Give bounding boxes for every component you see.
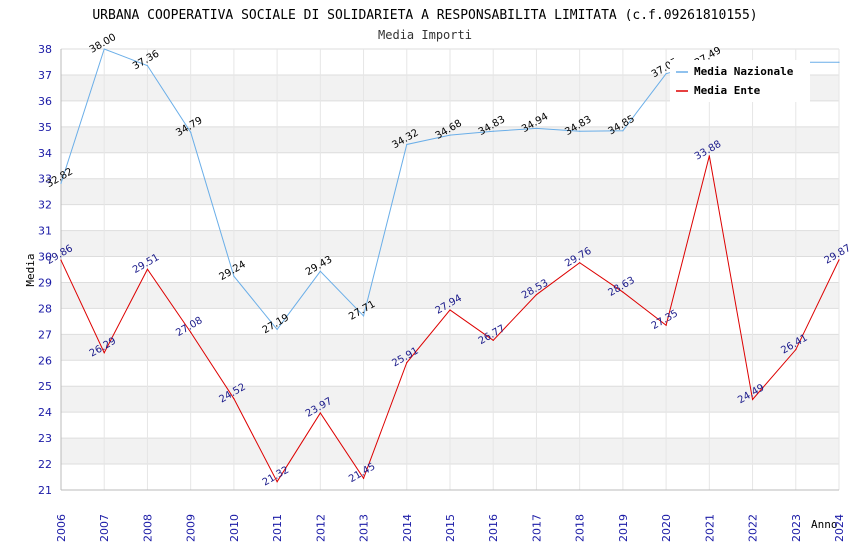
y-tick-label: 32 [38, 199, 52, 212]
x-tick-label: 2019 [617, 514, 630, 542]
x-tick-label: 2013 [358, 514, 371, 542]
data-label: 27.19 [261, 312, 291, 336]
x-tick-label: 2017 [530, 514, 543, 542]
y-tick-label: 26 [38, 354, 52, 367]
y-tick-label: 21 [38, 484, 52, 497]
x-tick-label: 2006 [55, 514, 68, 542]
x-tick-label: 2021 [703, 514, 716, 542]
data-point [60, 182, 62, 184]
legend: Media Nazionale Media Ente [670, 60, 810, 102]
data-label: 29.86 [45, 243, 75, 267]
x-axis-label: Anno [811, 518, 838, 531]
data-label: 21.32 [261, 465, 291, 489]
legend-box [670, 60, 810, 102]
y-tick-label: 25 [38, 380, 52, 393]
data-point [535, 127, 538, 129]
data-label: 27.35 [650, 308, 680, 332]
x-tick-label: 2012 [314, 514, 327, 542]
x-tick-label: 2015 [444, 514, 457, 542]
data-point [535, 294, 538, 296]
x-tick-label: 2020 [660, 514, 673, 542]
data-point [146, 268, 149, 270]
data-point [838, 61, 840, 63]
data-point [146, 65, 149, 67]
y-tick-label: 23 [38, 432, 52, 445]
x-tick-label: 2023 [790, 514, 803, 542]
y-tick-label: 27 [38, 328, 52, 341]
data-point [665, 324, 667, 326]
data-point [276, 328, 278, 331]
y-tick-label: 29 [38, 276, 52, 289]
x-tick-label: 2018 [574, 514, 587, 542]
data-point [579, 262, 581, 264]
x-tick-label: 2008 [141, 514, 154, 542]
data-label: 37.36 [131, 49, 161, 73]
y-tick-label: 30 [38, 251, 52, 264]
data-point [622, 291, 624, 293]
y-tick-label: 33 [38, 173, 52, 186]
data-point [233, 275, 235, 277]
data-point [751, 398, 754, 401]
data-point [319, 270, 321, 272]
x-tick-label: 2010 [228, 514, 241, 542]
data-point [190, 131, 192, 133]
y-tick-label: 24 [38, 406, 52, 419]
data-point [103, 48, 105, 50]
chart-subtitle: Media Importi [378, 28, 472, 42]
x-tick-labels: 2006 2007 2008 2009 2010 2011 2012 2013 2014 2015… [55, 514, 846, 542]
chart-title: URBANA COOPERATIVA SOCIALE DI SOLIDARIET… [92, 8, 757, 23]
x-tick-label: 2014 [401, 514, 414, 542]
y-tick-label: 22 [38, 458, 52, 471]
data-point [492, 339, 494, 341]
x-tick-label: 2011 [271, 514, 284, 542]
y-tick-label: 36 [38, 95, 52, 108]
y-tick-label: 31 [38, 225, 52, 238]
data-point [492, 130, 494, 132]
legend-label-media-ente: Media Ente [694, 84, 761, 97]
x-tick-label: 2009 [185, 514, 198, 542]
data-point [838, 259, 840, 261]
data-label: 21.45 [347, 461, 377, 485]
y-axis-label: Media [24, 253, 37, 286]
data-label: 29.24 [217, 259, 247, 283]
data-point [795, 349, 797, 351]
data-point [449, 134, 451, 136]
data-label: 29.43 [304, 254, 334, 278]
x-tick-label: 2022 [747, 514, 760, 542]
y-tick-label: 28 [38, 302, 52, 315]
data-point [406, 143, 408, 146]
data-point [190, 331, 192, 333]
data-point [665, 73, 667, 75]
data-point [233, 398, 235, 400]
data-point [406, 362, 408, 364]
data-point [362, 477, 365, 479]
y-tick-label: 38 [38, 43, 52, 56]
x-tick-label: 2016 [487, 514, 500, 542]
data-point [276, 481, 278, 483]
y-tick-labels: 21 22 23 24 25 26 27 28 29 30 31 32 33 34 35 36 37 38 [38, 43, 52, 497]
y-tick-label: 35 [38, 121, 52, 134]
data-point [708, 155, 710, 157]
x-tick-label: 2007 [98, 514, 111, 542]
data-point [319, 412, 321, 414]
data-point [362, 315, 365, 317]
data-point [60, 259, 62, 261]
y-tick-label: 37 [38, 69, 52, 82]
y-tick-label: 34 [38, 147, 52, 160]
grid-lines [60, 48, 840, 491]
data-point [103, 352, 105, 354]
data-point [579, 130, 581, 132]
data-point [622, 130, 624, 132]
x-tick-label: 2024 [833, 514, 846, 542]
legend-label-media-nazionale: Media Nazionale [694, 65, 794, 78]
data-point [449, 309, 451, 311]
